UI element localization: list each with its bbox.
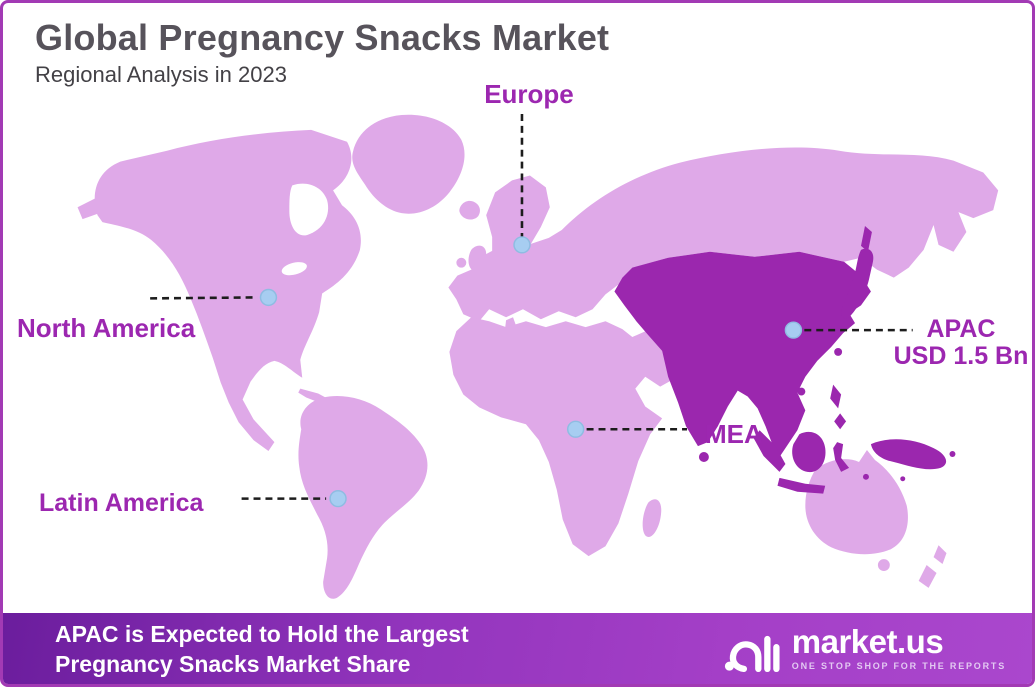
- page-title: Global Pregnancy Snacks Market: [35, 17, 610, 58]
- header: Global Pregnancy Snacks Market Regional …: [35, 17, 609, 88]
- europe-marker-dot: [513, 236, 531, 254]
- region-label-apac: APAC USD 1.5 Bn: [891, 316, 1031, 370]
- apac-marker-dot: [784, 321, 803, 339]
- map-water-cutouts: [281, 183, 329, 276]
- banner-line-1: APAC is Expected to Hold the Largest: [55, 620, 469, 647]
- region-markers: [259, 236, 803, 508]
- latin-america-marker-dot: [329, 489, 347, 508]
- page-subtitle: Regional Analysis in 2023: [35, 62, 287, 87]
- region-label-north-america: North America: [17, 313, 196, 343]
- logo-name: market.us: [791, 623, 944, 660]
- world-landmass: [77, 114, 999, 599]
- logo-tagline: ONE STOP SHOP FOR THE REPORTS: [791, 661, 1006, 671]
- marketus-logo: market.us ONE STOP SHOP FOR THE REPORTS: [724, 623, 1006, 675]
- region-label-europe: Europe: [484, 79, 574, 109]
- north-america-marker-dot: [259, 288, 278, 307]
- world-map: [77, 114, 999, 599]
- connector-lines: [150, 114, 913, 500]
- mea-marker-dot: [566, 420, 585, 438]
- bottom-banner: APAC is Expected to Hold the Largest Pre…: [3, 613, 1032, 684]
- region-label-mea: MEA: [705, 419, 763, 449]
- logo-text-block: market.us ONE STOP SHOP FOR THE REPORTS: [791, 623, 1006, 671]
- apac-value: USD 1.5 Bn: [893, 342, 1029, 370]
- banner-text: APAC is Expected to Hold the Largest Pre…: [55, 619, 469, 679]
- banner-line-2: Pregnancy Snacks Market Share: [55, 650, 411, 677]
- marketus-logo-icon: [724, 635, 780, 672]
- region-label-latin-america: Latin America: [39, 489, 204, 517]
- apac-highlight-region: [614, 226, 956, 494]
- apac-label: APAC: [926, 315, 996, 343]
